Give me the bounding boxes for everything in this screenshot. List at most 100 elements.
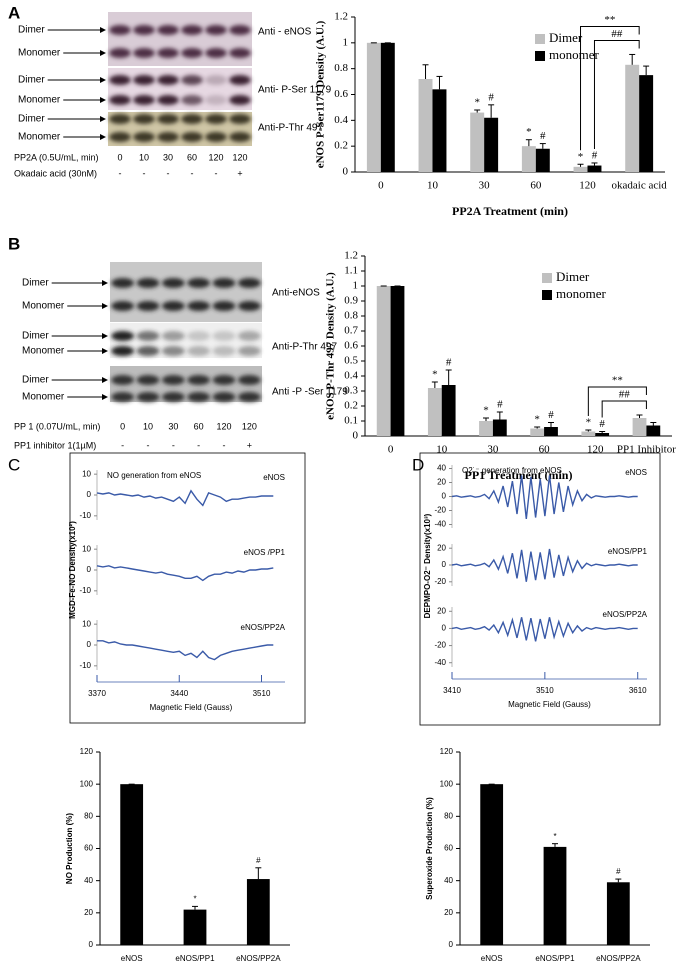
blot-band: [157, 75, 179, 85]
antibody-label: Anti -P -Ser 1179: [272, 387, 348, 398]
comparison-label: ##: [611, 28, 623, 40]
blot-band: [133, 114, 155, 124]
significance-marker: *: [534, 414, 540, 426]
bar-chart: 0 20 40 60 80 100 120 eNOS eNOS/PP1 * eNOS/PP2A # NO…: [65, 747, 290, 963]
bar: [366, 42, 381, 173]
significance-marker: *: [578, 151, 584, 163]
blot-background: [110, 262, 262, 322]
legend-label: monomer: [549, 47, 599, 62]
blot-band: [109, 114, 131, 124]
blot-band: [187, 331, 211, 341]
lane-label: 120: [232, 152, 247, 162]
bar-chart: 0 20 40 60 80 100 120 eNOS eNOS/PP1 * eNOS/PP2A # Su…: [425, 747, 650, 963]
bar: [521, 146, 536, 172]
blot-band: [133, 48, 155, 58]
blot-band: [212, 331, 236, 341]
antibody-label: Anti-P-Thr 497: [272, 342, 337, 353]
lane-label: -: [121, 440, 124, 450]
spectrum-trace: [451, 548, 638, 582]
x-tick-label: eNOS/PP2A: [236, 954, 281, 963]
y-tick-label: -10: [79, 661, 91, 670]
x-tick-label: 0: [388, 444, 394, 456]
blot-band: [205, 48, 227, 58]
blot-band: [212, 375, 236, 385]
bar: [639, 75, 654, 172]
blot-band: [161, 278, 185, 288]
x-tick-label: eNOS: [481, 954, 503, 963]
comparison-bracket: [580, 25, 640, 151]
significance-marker: #: [548, 409, 554, 421]
bar: [246, 879, 270, 945]
y-tick-label: 40: [437, 464, 446, 473]
y-tick-label: 1.2: [344, 250, 358, 262]
legend-swatch: [542, 290, 552, 300]
x-axis-label: PP2A Treatment (min): [452, 204, 568, 218]
x-tick-label: 60: [530, 180, 542, 192]
blot-row-label: Monomer: [18, 95, 61, 106]
lane-label: 30: [163, 152, 173, 162]
bar-chart: 0 0.2 0.4 0.6 0.8 1 1.2 0 10 30 * #60 * #120 * # okadaic…: [315, 11, 668, 218]
y-tick-label: 0: [343, 166, 349, 178]
blot-band: [157, 48, 179, 58]
y-tick-label: 0.2: [344, 400, 358, 412]
y-tick-label: 60: [84, 844, 93, 853]
legend-swatch: [535, 34, 545, 44]
legend-label: Dimer: [549, 30, 583, 45]
arrow-head: [102, 394, 108, 400]
x-tick-label: 10: [427, 180, 439, 192]
y-tick-label: 40: [84, 876, 93, 885]
bar: [581, 431, 596, 436]
blot-band: [181, 48, 203, 58]
y-tick-label: 20: [437, 606, 446, 615]
blot-band: [109, 48, 131, 58]
x-tick-label: 30: [479, 180, 491, 192]
blot-band: [229, 25, 251, 35]
treatment-label: PP1 inhibitor 1(1µM): [14, 440, 96, 450]
y-tick-label: 10: [82, 469, 91, 478]
blot-band: [161, 375, 185, 385]
y-tick-label: 60: [444, 844, 453, 853]
blot-row-label: Dimer: [22, 375, 49, 386]
arrow-head: [100, 50, 106, 56]
blot-background: [108, 12, 252, 66]
y-tick-label: 80: [84, 811, 93, 820]
significance-marker: #: [540, 130, 546, 142]
lane-label: -: [119, 168, 122, 178]
arrow-head: [100, 134, 106, 140]
blot-band: [229, 95, 251, 105]
spectrum-trace: [451, 617, 638, 642]
lane-label: 10: [143, 421, 153, 431]
panel-label: B: [8, 234, 20, 253]
blot-band: [212, 301, 236, 311]
x-tick-label: eNOS: [121, 954, 143, 963]
y-axis-label: eNOS P-Ser1179 Density (A.U.): [315, 20, 327, 168]
panel-label: A: [8, 3, 20, 22]
panel-label: C: [8, 455, 20, 474]
bar: [441, 385, 456, 436]
blot-band: [205, 25, 227, 35]
blot-band: [111, 375, 135, 385]
y-tick-label: -40: [434, 520, 446, 529]
bar: [535, 148, 550, 172]
y-tick-label: 20: [437, 478, 446, 487]
x-tick-label: 30: [487, 444, 499, 456]
blot-band: [133, 75, 155, 85]
blot-band: [136, 278, 160, 288]
blot-band: [109, 75, 131, 85]
bar: [530, 428, 545, 436]
y-tick-label: 0.8: [334, 62, 348, 74]
arrow-head: [100, 116, 106, 122]
y-tick-label: 0.4: [344, 370, 358, 382]
arrow-head: [100, 77, 106, 83]
y-tick-label: 120: [440, 747, 454, 756]
blot-band: [161, 346, 185, 356]
lane-label: -: [143, 168, 146, 178]
x-tick-label: eNOS/PP1: [175, 954, 215, 963]
lane-label: +: [237, 168, 242, 178]
x-axis-label: Magnetic Field (Gauss): [508, 700, 591, 709]
spectra-chart: 10 0 -10 eNOS 10 0 -10 eNOS /PP1 10 0 -10 eNOS/PP2A…: [68, 452, 306, 724]
x-tick-label: 0: [378, 180, 384, 192]
blot-band: [111, 346, 135, 356]
y-tick-label: 120: [80, 747, 94, 756]
lane-label: -: [215, 168, 218, 178]
